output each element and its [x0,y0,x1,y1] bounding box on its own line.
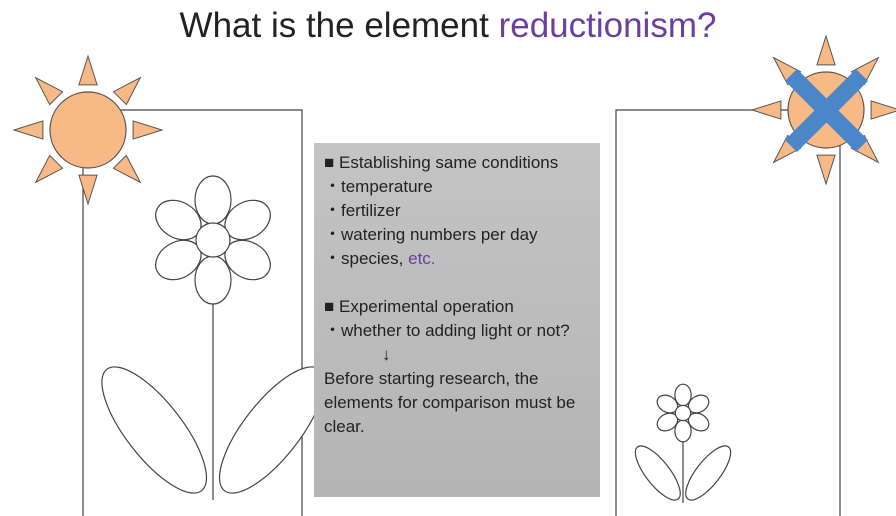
arrow: ↓ [324,343,590,367]
heading: ■ Establishing same conditions [324,151,590,175]
conclusion: Before starting research, the elements f… [324,367,590,439]
sun-ray [79,56,97,85]
item-text: ・species, [324,249,403,268]
item: ・whether to adding light or not? [324,319,590,343]
item: ・species, etc. [324,247,590,271]
sun-ray [36,155,63,182]
spacer [324,271,590,295]
slide: What is the element reductionism? ■ Esta… [0,0,896,516]
sun-ray [817,155,835,184]
title: What is the element reductionism? [0,6,896,46]
item: ・temperature [324,175,590,199]
sun-ray [79,175,97,204]
sun-ray [113,155,140,182]
item-highlight: etc. [408,249,435,268]
small-flower [628,384,738,506]
title-text: What is the element [180,6,489,45]
sun-ray [752,101,781,119]
item: ・watering numbers per day [324,223,590,247]
leaf [628,440,688,507]
large-flower [85,176,342,508]
sun-ray [36,78,63,105]
sun-ray [14,121,43,139]
flower-center [675,405,690,420]
sun-ray [133,121,162,139]
heading: ■ Experimental operation [324,295,590,319]
petal [195,176,231,224]
leaf [85,352,224,508]
sun [14,56,162,204]
title-highlight: reductionism? [499,6,717,45]
item: ・fertilizer [324,199,590,223]
text-panel: ■ Establishing same conditions ・temperat… [314,143,600,497]
sun-ray [871,101,896,119]
leaf [678,440,738,507]
flower-center [196,223,230,257]
sun-disc [50,92,126,168]
petal [195,256,231,304]
sun-ray [113,78,140,105]
